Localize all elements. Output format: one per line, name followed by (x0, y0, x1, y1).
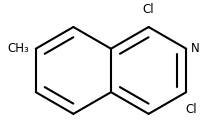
Text: N: N (191, 42, 200, 55)
Text: Cl: Cl (185, 103, 197, 116)
Text: CH₃: CH₃ (8, 42, 29, 55)
Text: Cl: Cl (143, 3, 155, 16)
